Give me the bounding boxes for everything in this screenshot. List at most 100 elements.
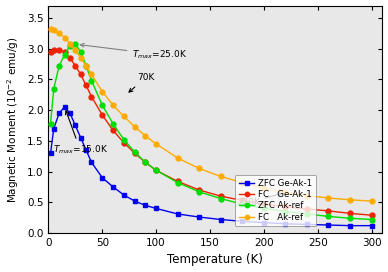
ZFC Ak-ref [62,53,67,56]
FC   Ge-Ak-1 [348,212,352,215]
FC   Ak-ref [84,64,88,67]
ZFC Ak-ref [78,50,83,53]
FC   Ak-ref [78,56,83,60]
FC   Ak-ref [68,42,72,45]
ZFC Ge-Ak-1 [197,215,201,219]
ZFC Ge-Ak-1 [100,176,105,179]
FC   Ge-Ak-1 [62,50,67,53]
FC   Ak-ref [305,194,309,197]
FC   Ge-Ak-1 [132,152,137,155]
ZFC Ak-ref [218,197,223,200]
ZFC Ge-Ak-1 [78,136,83,139]
ZFC Ak-ref [48,122,53,125]
FC   Ge-Ak-1 [154,169,158,172]
FC   Ak-ref [154,142,158,146]
ZFC Ge-Ak-1 [121,193,126,197]
FC   Ak-ref [62,36,67,39]
FC   Ak-ref [175,156,180,160]
ZFC Ge-Ak-1 [143,204,148,207]
ZFC Ge-Ak-1 [154,207,158,210]
FC   Ak-ref [348,198,352,202]
FC   Ge-Ak-1 [84,84,88,87]
ZFC Ge-Ak-1 [62,105,67,109]
ZFC Ak-ref [240,202,244,206]
ZFC Ge-Ak-1 [84,149,88,152]
FC   Ak-ref [89,73,94,76]
ZFC Ge-Ak-1 [283,222,288,225]
ZFC Ak-ref [283,210,288,213]
ZFC Ak-ref [52,87,56,90]
ZFC Ak-ref [143,161,148,164]
Legend: ZFC Ge-Ak-1, FC   Ge-Ak-1, ZFC Ak-ref, FC   Ak-ref: ZFC Ge-Ak-1, FC Ge-Ak-1, ZFC Ak-ref, FC … [235,175,316,226]
FC   Ge-Ak-1 [369,214,374,217]
Text: 70K: 70K [129,73,154,92]
ZFC Ak-ref [348,217,352,220]
ZFC Ge-Ak-1 [57,112,61,115]
ZFC Ak-ref [369,218,374,221]
FC   Ak-ref [111,104,115,107]
ZFC Ak-ref [57,64,61,67]
ZFC Ak-ref [89,79,94,82]
FC   Ak-ref [283,191,288,194]
Text: $T_{max}$=25.0K: $T_{max}$=25.0K [80,44,187,61]
ZFC Ge-Ak-1 [326,223,331,227]
FC   Ge-Ak-1 [143,161,148,164]
ZFC Ge-Ak-1 [132,199,137,203]
FC   Ak-ref [369,199,374,203]
ZFC Ge-Ak-1 [73,124,78,127]
FC   Ak-ref [218,175,223,178]
FC   Ak-ref [73,49,78,52]
ZFC Ge-Ak-1 [218,218,223,221]
FC   Ak-ref [132,125,137,128]
ZFC Ge-Ak-1 [240,220,244,223]
FC   Ge-Ak-1 [78,73,83,76]
FC   Ak-ref [100,90,105,93]
FC   Ge-Ak-1 [197,188,201,192]
ZFC Ak-ref [175,181,180,184]
FC   Ak-ref [52,29,56,32]
ZFC Ge-Ak-1 [348,224,352,227]
FC   Ge-Ak-1 [48,50,53,53]
ZFC Ak-ref [197,190,201,193]
ZFC Ak-ref [326,215,331,218]
ZFC Ak-ref [262,207,266,210]
ZFC Ge-Ak-1 [175,212,180,216]
FC   Ge-Ak-1 [326,209,331,212]
Line: ZFC Ak-ref: ZFC Ak-ref [48,42,374,222]
FC   Ge-Ak-1 [305,208,309,211]
ZFC Ak-ref [73,43,78,46]
ZFC Ge-Ak-1 [305,223,309,226]
FC   Ge-Ak-1 [100,113,105,117]
FC   Ge-Ak-1 [111,129,115,132]
FC   Ge-Ak-1 [218,194,223,198]
ZFC Ak-ref [68,44,72,47]
Text: $T_{max}$=15.0K: $T_{max}$=15.0K [53,111,108,156]
FC   Ge-Ak-1 [175,180,180,183]
FC   Ge-Ak-1 [121,141,126,144]
Text: 220K: 220K [237,193,282,207]
ZFC Ak-ref [121,138,126,141]
FC   Ak-ref [48,27,53,30]
FC   Ge-Ak-1 [262,202,266,206]
FC   Ge-Ak-1 [73,64,78,67]
ZFC Ge-Ak-1 [89,161,94,164]
FC   Ak-ref [197,167,201,170]
FC   Ak-ref [262,187,266,190]
Y-axis label: Magnetic Moment (10$^{-2}$ emu/g): Magnetic Moment (10$^{-2}$ emu/g) [5,36,21,203]
Line: FC   Ge-Ak-1: FC Ge-Ak-1 [48,47,374,218]
FC   Ge-Ak-1 [283,205,288,208]
Line: ZFC Ge-Ak-1: ZFC Ge-Ak-1 [48,104,374,228]
FC   Ak-ref [143,134,148,138]
ZFC Ak-ref [111,122,115,125]
ZFC Ak-ref [305,212,309,216]
ZFC Ge-Ak-1 [52,127,56,130]
Line: FC   Ak-ref: FC Ak-ref [48,26,374,203]
FC   Ak-ref [121,115,126,118]
ZFC Ak-ref [154,169,158,172]
X-axis label: Temperature (K): Temperature (K) [168,254,263,267]
FC   Ak-ref [57,32,61,35]
FC   Ak-ref [326,196,331,200]
FC   Ge-Ak-1 [52,49,56,52]
ZFC Ge-Ak-1 [48,152,53,155]
ZFC Ak-ref [84,64,88,67]
